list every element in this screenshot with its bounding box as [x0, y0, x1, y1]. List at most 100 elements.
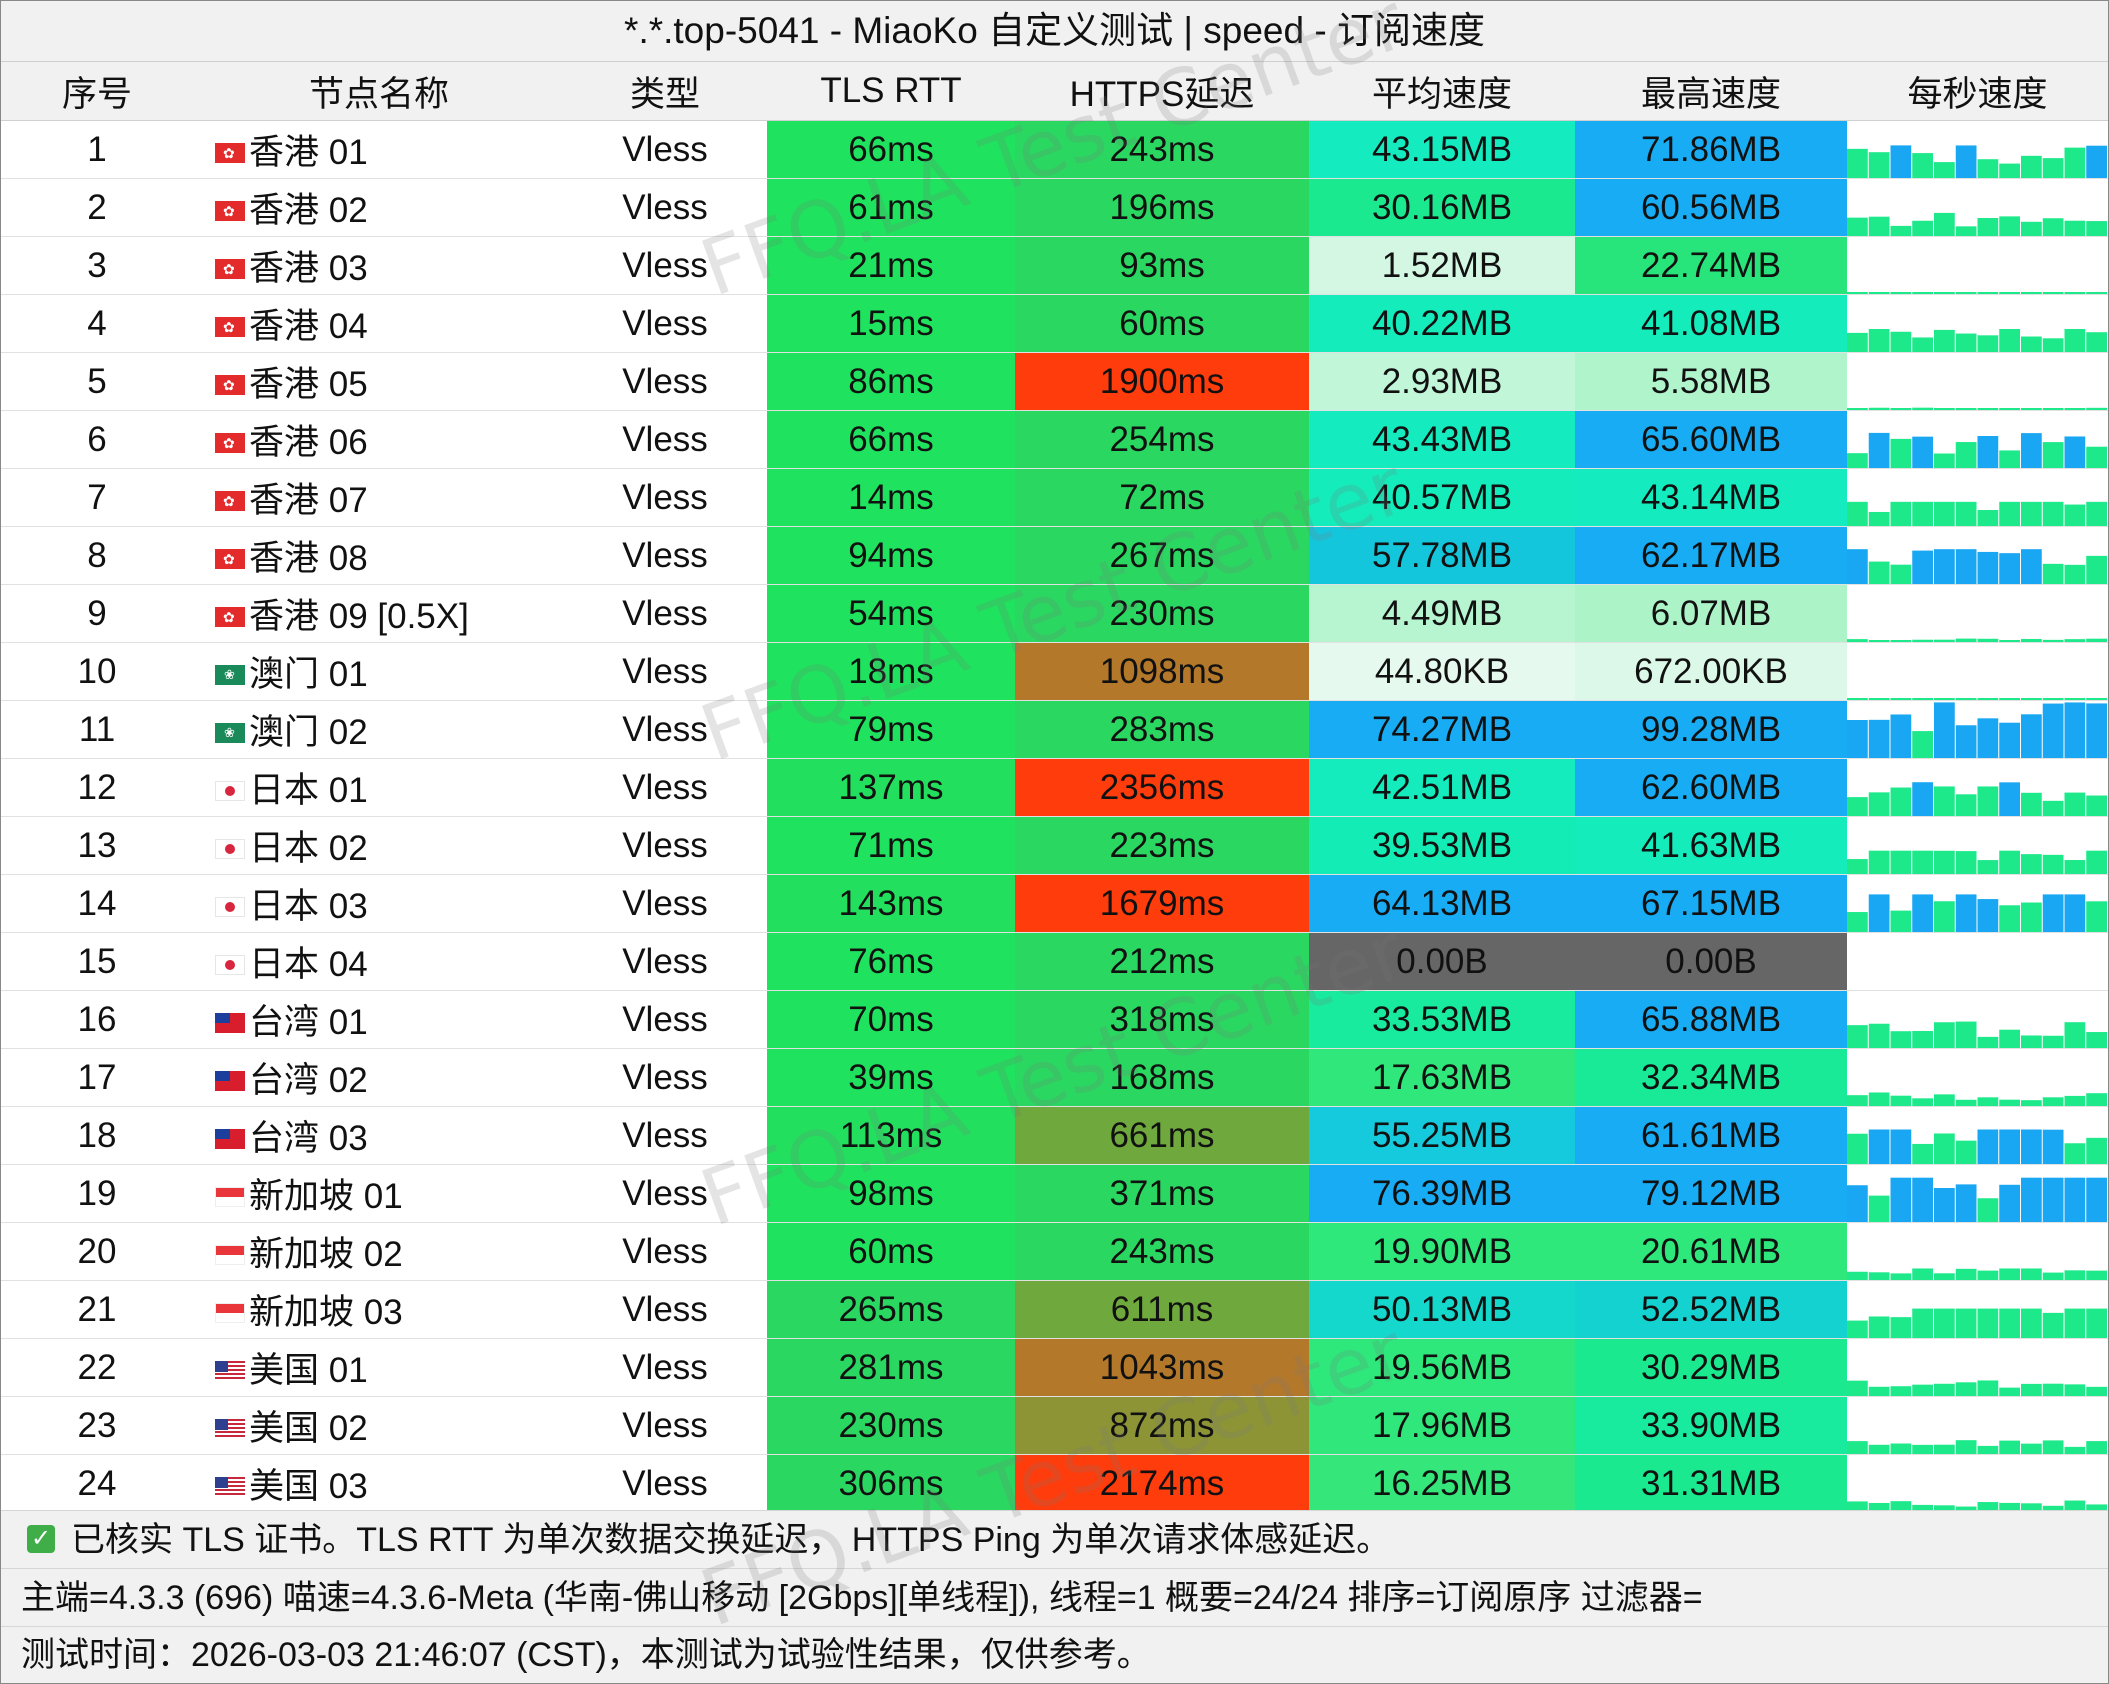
node-name-label: 美国 03 [249, 1467, 368, 1506]
max-speed-cell: 672.00KB [1575, 642, 1847, 701]
sparkline-bar [2086, 1177, 2107, 1222]
sparkline-bar [2021, 902, 2042, 932]
flag-hk-icon [215, 432, 245, 453]
sparkline-bar [2064, 860, 2086, 874]
sparkline-bar [2042, 854, 2064, 874]
sparkline-bar [1934, 501, 1955, 526]
sparkline-bar [1847, 1380, 1868, 1396]
sparkline-bar [1934, 1133, 1955, 1164]
tls-rtt-cell: 70ms [767, 990, 1015, 1049]
node-name: 香港 01 [193, 120, 563, 179]
tls-rtt-cell: 71ms [767, 816, 1015, 875]
node-name-label: 香港 06 [249, 423, 368, 462]
sparkline-bar [1999, 163, 2020, 178]
sparkline-bar [1912, 436, 1933, 468]
sparkline-bar [1999, 328, 2020, 352]
node-type: Vless [563, 816, 767, 875]
sparkline-bar [1868, 1316, 1890, 1338]
column-header-per-second-speed: 每秒速度 [1847, 62, 2108, 121]
table-row: 23 美国 02 Vless 230ms 872ms 17.96MB 33.90MB [1, 1396, 2108, 1455]
tls-rtt-cell: 14ms [767, 468, 1015, 527]
column-header-node-name: 节点名称 [193, 62, 563, 121]
node-name: 日本 02 [193, 816, 563, 875]
sparkline-bar [2021, 698, 2042, 700]
sparkline-bar [1912, 1098, 1933, 1106]
tls-rtt-cell: 137ms [767, 758, 1015, 817]
flag-hk-icon [215, 548, 245, 569]
node-name: 香港 03 [193, 236, 563, 295]
sparkline-bar [1868, 719, 1890, 758]
avg-speed-cell: 74.27MB [1309, 700, 1575, 759]
sparkline-bar [2021, 501, 2042, 526]
table-row: 12 日本 01 Vless 137ms 2356ms 42.51MB 62.60MB [1, 758, 2108, 817]
max-speed-cell: 52.52MB [1575, 1280, 1847, 1339]
sparkline-bar [1890, 145, 1912, 178]
sparkline-bar [1955, 333, 1977, 352]
sparkline-bar [2064, 1446, 2086, 1454]
per-second-speed-sparkline [1847, 178, 2108, 237]
https-latency-cell: 1043ms [1015, 1338, 1309, 1397]
max-speed-cell: 41.08MB [1575, 294, 1847, 353]
row-index: 13 [1, 816, 193, 875]
sparkline-bar [2021, 1035, 2042, 1048]
https-latency-cell: 196ms [1015, 178, 1309, 237]
sparkline-bar [1868, 698, 1890, 700]
footer-test-time: 测试时间：2026-03-03 21:46:07 (CST)，本测试为试验性结果… [1, 1626, 2108, 1683]
sparkline-bar [2064, 1384, 2086, 1396]
sparkline-bar [1934, 850, 1955, 874]
sparkline-bar [1955, 1099, 1977, 1106]
max-speed-cell: 62.17MB [1575, 526, 1847, 585]
per-second-speed-sparkline [1847, 584, 2108, 643]
row-index: 6 [1, 410, 193, 469]
sparkline-bar [2064, 1095, 2086, 1106]
sparkline-bar [2042, 442, 2064, 468]
sparkline-bar [2064, 698, 2086, 700]
https-latency-cell: 243ms [1015, 120, 1309, 179]
avg-speed-cell: 1.52MB [1309, 236, 1575, 295]
per-second-speed-sparkline [1847, 1454, 2108, 1513]
sparkline-bar [2086, 555, 2107, 584]
node-type: Vless [563, 1280, 767, 1339]
flag-hk-icon [215, 490, 245, 511]
sparkline-bar [1890, 225, 1912, 236]
column-header-avg-speed: 平均速度 [1309, 62, 1575, 121]
sparkline-bar [1977, 159, 1999, 178]
node-name: 香港 07 [193, 468, 563, 527]
node-name: 日本 04 [193, 932, 563, 991]
sparkline-bar [1955, 1140, 1977, 1164]
https-latency-cell: 1900ms [1015, 352, 1309, 411]
sparkline-bar [1868, 1444, 1890, 1454]
sparkline-bar [2086, 901, 2107, 932]
node-type: Vless [563, 758, 767, 817]
sparkline-bar [2021, 221, 2042, 236]
https-latency-cell: 93ms [1015, 236, 1309, 295]
column-header-index: 序号 [1, 62, 193, 121]
node-type: Vless [563, 874, 767, 933]
column-header-type: 类型 [563, 62, 767, 121]
sparkline-bar [2064, 328, 2086, 352]
sparkline-bar [1912, 698, 1933, 700]
sparkline-bar [1912, 639, 1933, 642]
https-latency-cell: 243ms [1015, 1222, 1309, 1281]
results-table: 序号 节点名称 类型 TLS RTT HTTPS延迟 平均速度 最高速度 每秒速… [1, 62, 2108, 1513]
sparkline-bar [2086, 638, 2107, 642]
node-name-label: 新加坡 02 [249, 1235, 403, 1274]
sparkline-bar [2064, 1500, 2086, 1512]
table-row: 13 日本 02 Vless 71ms 223ms 39.53MB 41.63MB [1, 816, 2108, 875]
https-latency-cell: 223ms [1015, 816, 1309, 875]
avg-speed-cell: 43.15MB [1309, 120, 1575, 179]
sparkline-bar [1912, 782, 1933, 816]
sparkline-bar [1868, 850, 1890, 874]
sparkline-bar [2042, 703, 2064, 758]
header-row: 序号 节点名称 类型 TLS RTT HTTPS延迟 平均速度 最高速度 每秒速… [1, 62, 2108, 121]
row-index: 5 [1, 352, 193, 411]
node-name-label: 澳门 01 [249, 655, 368, 694]
sparkline-bar [1977, 718, 1999, 758]
sparkline-bar [1912, 1308, 1933, 1338]
sparkline-bar [1955, 226, 1977, 236]
max-speed-cell: 61.61MB [1575, 1106, 1847, 1165]
table-row: 20 新加坡 02 Vless 60ms 243ms 19.90MB 20.61MB [1, 1222, 2108, 1281]
